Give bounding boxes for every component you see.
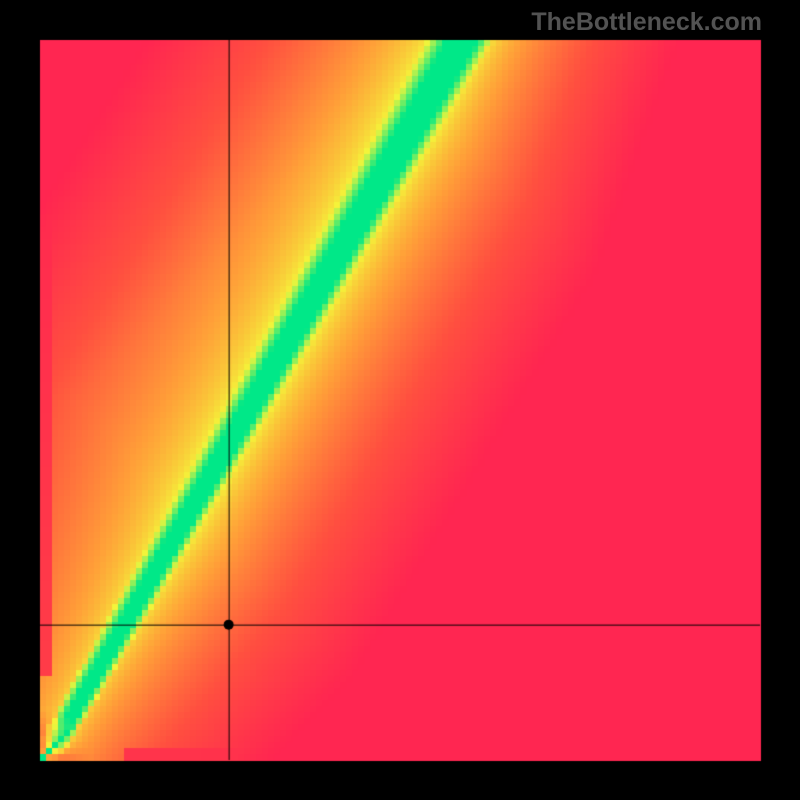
bottleneck-heatmap-canvas — [0, 0, 800, 800]
chart-container: TheBottleneck.com — [0, 0, 800, 800]
watermark-text: TheBottleneck.com — [531, 8, 762, 37]
